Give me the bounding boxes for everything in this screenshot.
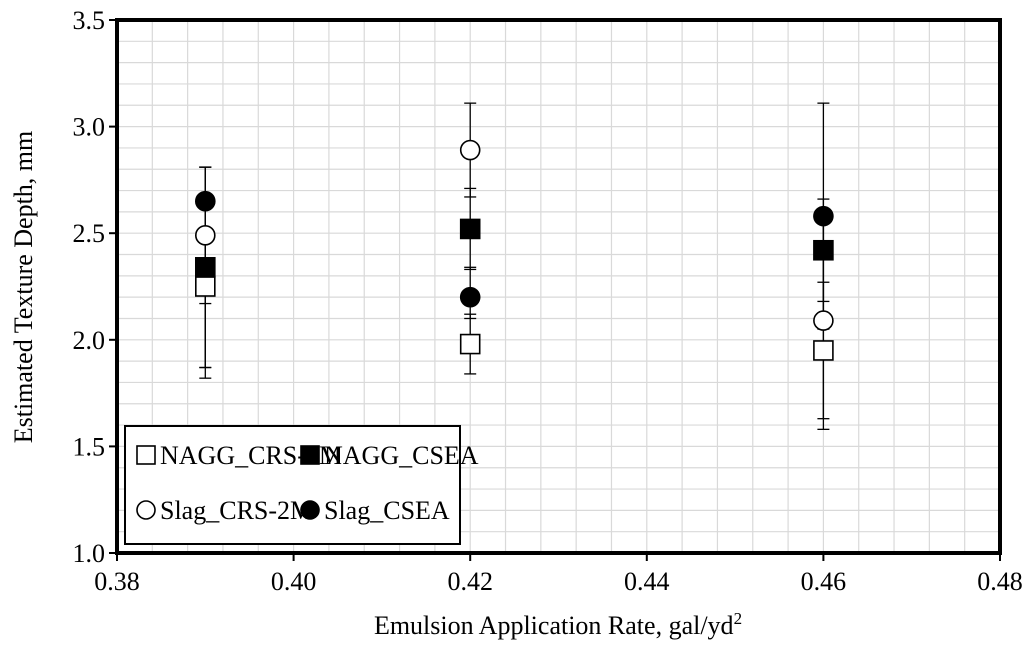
legend-marker [136,445,156,465]
y-tick-label: 2.0 [73,326,106,355]
legend-box [124,425,461,545]
y-tick-label: 3.0 [73,113,106,142]
x-tick-label: 0.38 [94,567,140,596]
x-tick-label: 0.42 [447,567,493,596]
x-tick-label: 0.40 [271,567,317,596]
y-tick-label: 3.5 [73,6,106,35]
data-point [459,333,481,355]
x-axis-title-text: Emulsion Application Rate, gal/yd [374,611,734,640]
x-tick-label: 0.44 [624,567,670,596]
data-point [813,310,834,331]
data-markers [195,139,834,361]
data-point [195,276,216,297]
data-point [813,239,834,261]
grid-lines [116,19,1001,554]
legend-label: Slag_CSEA [324,496,450,525]
data-point [813,340,834,361]
y-tick-label: 1.0 [73,539,106,568]
data-point [459,286,481,308]
y-tick-label: 1.5 [73,432,106,461]
data-point [195,190,216,212]
legend-marker [300,445,320,465]
legend-marker [136,500,156,520]
data-point [459,139,481,161]
data-point [813,205,834,227]
legend-label: NAGG_CSEA [324,441,479,470]
x-tick-label: 0.48 [977,567,1023,596]
data-point [459,218,481,240]
y-axis-title: Estimated Texture Depth, mm [9,131,38,444]
tick-labels: 0.38 0.40 0.42 0.44 0.46 0.48 1.0 1.5 2.0 2.5 3.0 3… [73,6,1023,596]
plot-frame [115,18,1002,555]
data-point [195,257,216,278]
legend-marker [300,500,320,520]
x-tick-label: 0.46 [801,567,847,596]
y-tick-label: 2.5 [73,219,106,248]
legend-label: Slag_CRS-2M [160,496,313,525]
data-point [195,225,216,246]
x-axis-title-superscript: 2 [734,609,743,628]
x-axis-title: Emulsion Application Rate, gal/yd2 [374,609,742,640]
